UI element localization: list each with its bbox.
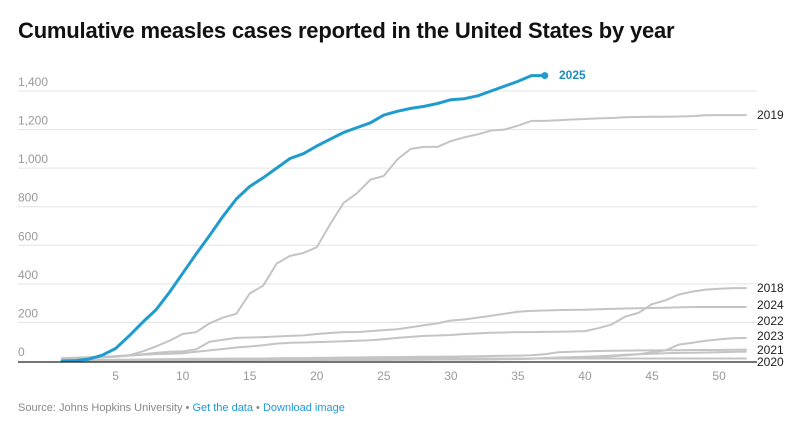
chart-title: Cumulative measles cases reported in the… [18, 18, 675, 43]
x-tick-label: 35 [511, 369, 525, 383]
series-label-2021: 2021 [757, 343, 784, 357]
separator: • [252, 402, 263, 414]
series-label-2024: 2024 [757, 298, 784, 312]
series-end-dot-2025 [541, 72, 549, 80]
series-label-2023: 2023 [757, 329, 784, 343]
x-tick-label: 30 [444, 369, 458, 383]
y-tick-label: 800 [18, 191, 38, 205]
series-label-2025: 2025 [559, 68, 586, 82]
x-tick-label: 15 [243, 369, 257, 383]
x-tick-label: 20 [310, 369, 324, 383]
x-tick-label: 5 [112, 369, 119, 383]
y-tick-label: 1,000 [18, 152, 48, 166]
gridlines [18, 90, 757, 323]
y-tick-label: 200 [18, 306, 38, 320]
series-line-2018 [61, 287, 747, 361]
series-label-2020: 2020 [757, 355, 784, 369]
x-tick-label: 40 [578, 369, 592, 383]
separator: • [182, 402, 193, 414]
series-label-2019: 2019 [757, 108, 784, 122]
source-text: Source: Johns Hopkins University [18, 402, 183, 414]
series-line-2019 [61, 114, 747, 361]
y-tick-label: 0 [18, 345, 25, 359]
series-label-2018: 2018 [757, 281, 784, 295]
chart-footer: Source: Johns Hopkins University • Get t… [18, 402, 345, 414]
download-image-link[interactable]: Download image [262, 402, 345, 414]
series-line-2025 [60, 74, 547, 363]
series-line-2024 [61, 306, 747, 360]
x-tick-label: 50 [712, 369, 726, 383]
series-label-2022: 2022 [757, 314, 784, 328]
x-tick-label: 25 [377, 369, 391, 383]
y-axis-ticks: 0 200 400 600 800 1,000 1,200 1,400 [18, 75, 48, 359]
series-line-2022 [61, 336, 747, 362]
x-tick-label: 45 [645, 369, 659, 383]
y-tick-label: 400 [18, 268, 38, 282]
series-lines [60, 72, 747, 363]
x-tick-label: 10 [176, 369, 190, 383]
y-tick-label: 600 [18, 229, 38, 243]
y-tick-label: 1,400 [18, 75, 48, 89]
x-axis-ticks: 5 10 15 20 25 30 35 40 45 50 [112, 369, 726, 383]
y-tick-label: 1,200 [18, 114, 48, 128]
get-data-link[interactable]: Get the data [192, 402, 253, 414]
